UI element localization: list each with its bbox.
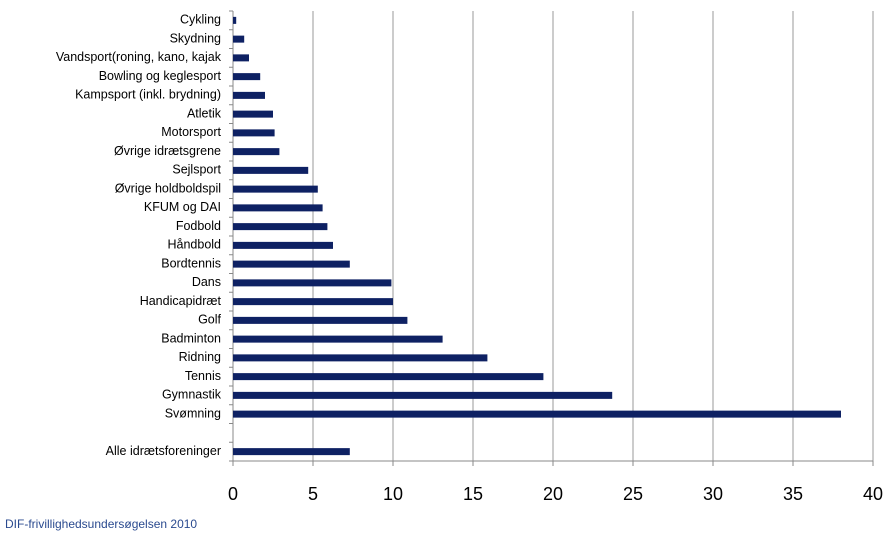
y-tick-label: Alle idrætsforeninger [106, 444, 221, 458]
x-tick-label: 20 [543, 484, 563, 504]
bar [233, 148, 280, 156]
y-tick-label: Golf [198, 313, 221, 327]
bar [233, 335, 443, 343]
y-tick-label: Gymnastik [162, 388, 222, 402]
y-tick-label: Øvrige idrætsgrene [114, 144, 221, 158]
y-tick-label: KFUM og DAI [144, 200, 221, 214]
y-tick-label: Atletik [187, 106, 222, 120]
y-tick-label: Kampsport (inkl. brydning) [75, 88, 221, 102]
x-tick-label: 25 [623, 484, 643, 504]
y-tick-label: Håndbold [167, 238, 221, 252]
x-tick-label: 40 [863, 484, 883, 504]
bar [233, 373, 544, 381]
x-tick-label: 30 [703, 484, 723, 504]
bar [233, 129, 275, 137]
y-tick-label: Bowling og keglesport [99, 69, 222, 83]
bar [233, 279, 392, 287]
source-note: DIF-frivillighedsundersøgelsen 2010 [5, 517, 197, 531]
bar [233, 298, 393, 306]
y-tick-label: Motorsport [161, 125, 221, 139]
y-tick-label: Øvrige holdboldspil [115, 181, 221, 195]
y-tick-label: Bordtennis [161, 256, 221, 270]
bar [233, 316, 408, 324]
bar [233, 223, 328, 231]
bar [233, 241, 333, 249]
y-tick-label: Badminton [161, 331, 221, 345]
bar [233, 16, 237, 24]
bar [233, 260, 350, 268]
x-tick-label: 0 [228, 484, 238, 504]
y-tick-label: Svømning [165, 406, 221, 420]
x-tick-label: 35 [783, 484, 803, 504]
y-tick-label: Sejlsport [172, 163, 221, 177]
bar [233, 410, 841, 418]
bar [233, 185, 318, 193]
y-tick-label: Vandsport(roning, kano, kajak [56, 50, 222, 64]
x-tick-label: 15 [463, 484, 483, 504]
y-tick-label: Dans [192, 275, 221, 289]
bar [233, 166, 309, 174]
bar [233, 354, 488, 362]
bar [233, 35, 245, 43]
bar [233, 110, 273, 118]
bar [233, 448, 350, 456]
x-tick-label: 10 [383, 484, 403, 504]
x-tick-label: 5 [308, 484, 318, 504]
y-tick-label: Cykling [180, 13, 221, 27]
y-tick-label: Skydning [170, 31, 221, 45]
bar [233, 204, 323, 212]
bar [233, 54, 249, 62]
bar [233, 73, 261, 81]
bar [233, 91, 265, 99]
y-tick-label: Handicapidræt [140, 294, 222, 308]
y-tick-label: Tennis [185, 369, 221, 383]
y-tick-label: Ridning [179, 350, 221, 364]
bar [233, 391, 613, 399]
y-tick-label: Fodbold [176, 219, 221, 233]
